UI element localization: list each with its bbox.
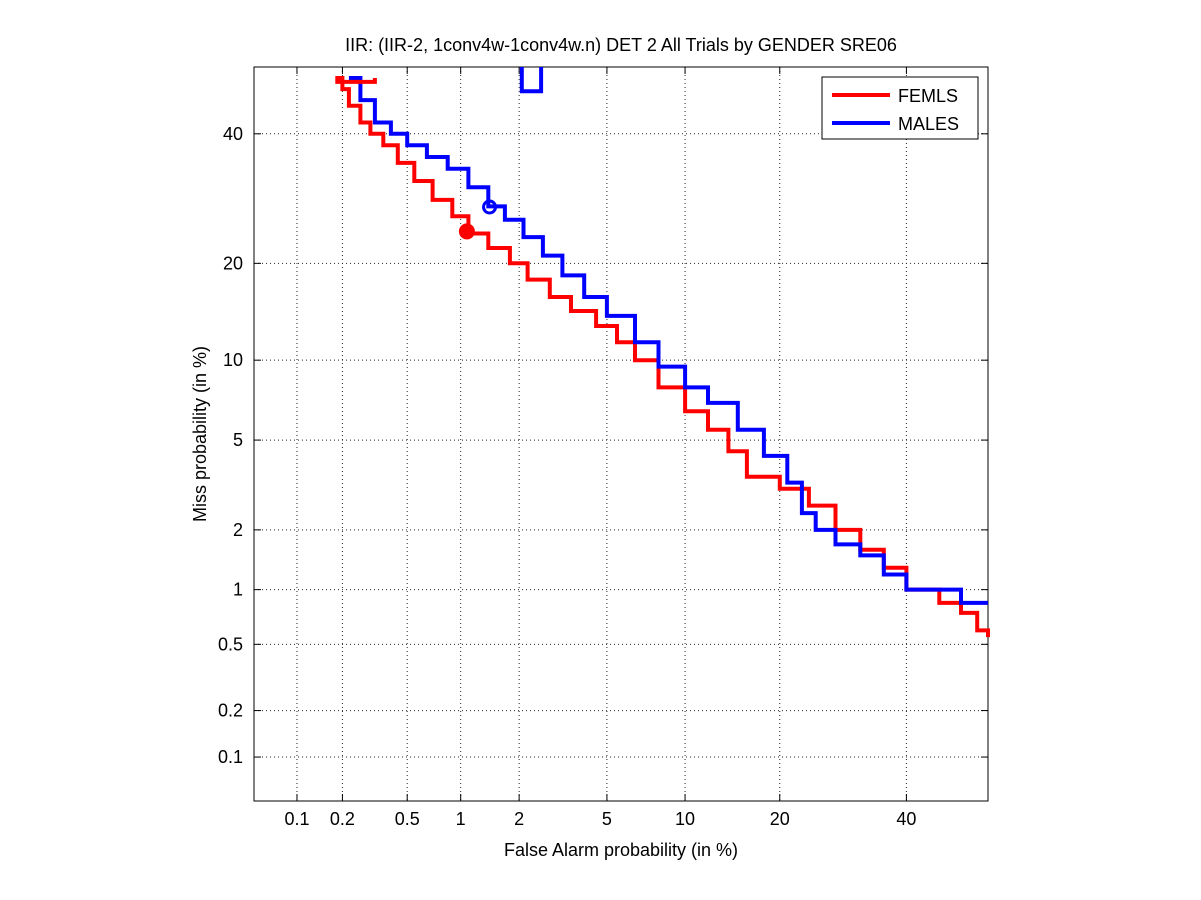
- series-line-males: [348, 76, 988, 605]
- y-tick-label: 40: [223, 124, 243, 144]
- x-tick-label: 0.1: [284, 809, 309, 829]
- legend-label-femls: FEMLS: [898, 86, 958, 106]
- tick-layer: 0.1 0.2 0.5 1 2 5 10 20 40 0.1 0.2 0.5 1 2 5 10 20 40: [218, 67, 988, 829]
- chart-title: IIR: (IIR-2, 1conv4w-1conv4w.n) DET 2 Al…: [345, 35, 897, 55]
- plot-frame: [253, 66, 989, 802]
- marker-femls: [458, 223, 475, 240]
- x-axis-label: False Alarm probability (in %): [504, 840, 738, 860]
- x-tick-label: 2: [514, 809, 524, 829]
- legend-box: [821, 76, 979, 140]
- x-tick-label: 20: [770, 809, 790, 829]
- series-segment-males: [519, 67, 544, 94]
- x-tick-label: 10: [675, 809, 695, 829]
- x-tick-label: 40: [896, 809, 916, 829]
- x-tick-label: 0.2: [330, 809, 355, 829]
- marker-males: [482, 199, 498, 215]
- series-line-femls: [335, 76, 990, 638]
- y-tick-label: 0.1: [218, 747, 243, 767]
- legend-label-males: MALES: [898, 114, 959, 134]
- x-tick-label: 5: [602, 809, 612, 829]
- y-axis-label: Miss probability (in %): [190, 346, 210, 522]
- series-segment-femls: [335, 78, 377, 84]
- x-tick-label: 1: [456, 809, 466, 829]
- legend: FEMLS MALES: [821, 76, 979, 140]
- grid-layer: [254, 67, 988, 801]
- y-tick-label: 2: [233, 520, 243, 540]
- y-tick-label: 20: [223, 253, 243, 273]
- y-tick-label: 0.2: [218, 701, 243, 721]
- y-tick-label: 0.5: [218, 634, 243, 654]
- y-tick-label: 5: [233, 430, 243, 450]
- series-layer: [335, 67, 990, 638]
- y-tick-label: 1: [233, 580, 243, 600]
- y-tick-label: 10: [223, 350, 243, 370]
- marker-layer: [458, 199, 498, 240]
- x-tick-label: 0.5: [395, 809, 420, 829]
